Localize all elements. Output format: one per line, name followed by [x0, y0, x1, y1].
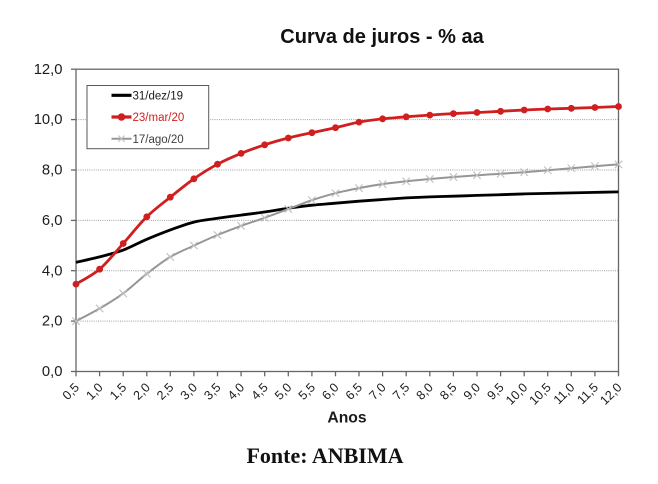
svg-text:23/mar/20: 23/mar/20: [133, 112, 185, 124]
svg-text:12,0: 12,0: [34, 62, 63, 78]
svg-text:10,0: 10,0: [34, 112, 63, 128]
svg-text:6,0: 6,0: [42, 213, 63, 229]
svg-text:2,0: 2,0: [42, 314, 63, 330]
svg-text:Anos: Anos: [327, 410, 366, 427]
svg-text:0,0: 0,0: [42, 364, 63, 380]
svg-text:Fonte: ANBIMA: Fonte: ANBIMA: [246, 443, 403, 468]
svg-text:31/dez/19: 31/dez/19: [133, 90, 184, 102]
svg-text:17/ago/20: 17/ago/20: [133, 134, 184, 146]
svg-text:8,0: 8,0: [42, 163, 63, 179]
svg-text:4,0: 4,0: [42, 263, 63, 279]
svg-text:Curva de juros - % aa: Curva de juros - % aa: [280, 26, 484, 48]
